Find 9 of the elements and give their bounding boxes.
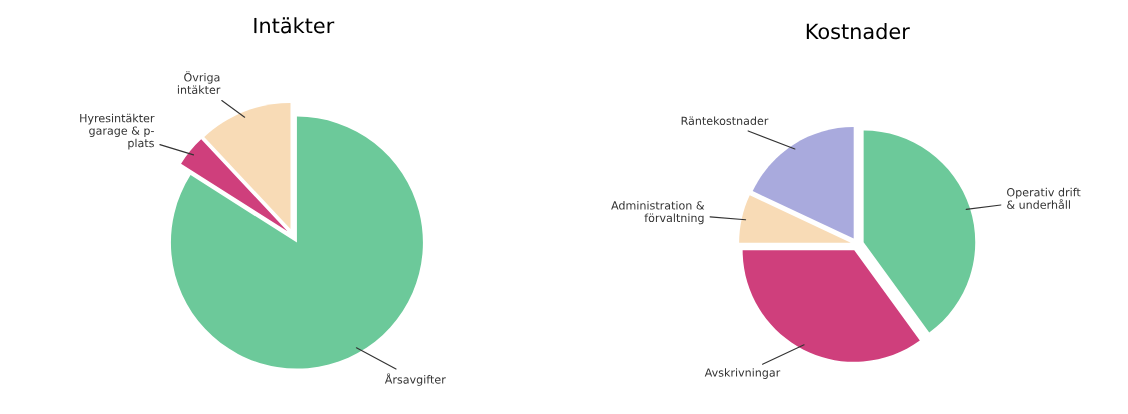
slice-label: Administration & förvaltning (611, 201, 705, 225)
chart-title: Intäkter (254, 17, 335, 34)
slice-label: Räntekostnader (681, 116, 769, 125)
slice-label: Övriga intäkter (177, 71, 221, 94)
slice-label: Operativ drift & underhåll (1007, 187, 1081, 209)
chart-title: Kostnader (806, 23, 910, 40)
slice-label: Hyresintäkter garage & p- plats (80, 113, 155, 150)
slice-label: Avskrivningar (704, 368, 781, 379)
slice-label: Årsavgifter (384, 373, 446, 386)
